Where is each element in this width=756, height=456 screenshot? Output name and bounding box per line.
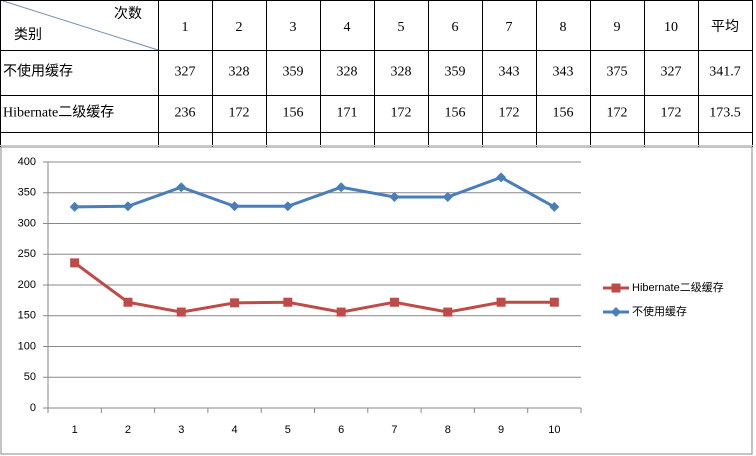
point — [123, 297, 133, 307]
cell: 173.5 — [709, 106, 741, 121]
column-header: 平均 — [711, 19, 739, 35]
x-tick-label: 9 — [498, 424, 504, 436]
column-header: 4 — [344, 20, 351, 35]
y-tick-label: 100 — [18, 340, 36, 352]
point — [122, 201, 133, 212]
column-header: 9 — [614, 20, 621, 35]
corner-bottom: 类别 — [14, 27, 42, 43]
x-tick-label: 10 — [548, 424, 560, 436]
y-tick-label: 350 — [18, 187, 36, 199]
point — [230, 298, 240, 308]
x-tick-label: 1 — [72, 424, 78, 436]
cell: 172 — [391, 106, 412, 121]
cell: 156 — [553, 106, 574, 121]
column-header: 6 — [452, 20, 459, 35]
column-header: 1 — [182, 20, 189, 35]
cell: 327 — [661, 65, 682, 80]
row-label: 不使用缓存 — [3, 63, 73, 80]
cell: 343 — [553, 65, 574, 80]
cell: 172 — [607, 106, 628, 121]
corner-top: 次数 — [114, 6, 142, 22]
cell: 171 — [337, 106, 358, 121]
legend-marker — [611, 283, 621, 293]
cell: 156 — [445, 106, 466, 121]
point — [176, 307, 186, 317]
x-tick-label: 5 — [285, 424, 291, 436]
y-tick-label: 50 — [24, 371, 36, 383]
column-header: 5 — [398, 20, 405, 35]
cell: 343 — [499, 65, 520, 80]
point — [443, 307, 453, 317]
y-tick-label: 250 — [18, 248, 36, 260]
x-tick-label: 7 — [391, 424, 397, 436]
cell: 236 — [175, 106, 196, 121]
point — [389, 297, 399, 307]
x-tick-label: 6 — [338, 424, 344, 436]
point — [69, 201, 80, 212]
point — [336, 307, 346, 317]
cell: 172 — [499, 106, 520, 121]
point — [176, 182, 187, 193]
row-label: Hibernate二级缓存 — [3, 105, 114, 121]
column-header: 7 — [506, 20, 513, 35]
cell: 172 — [661, 106, 682, 121]
x-tick-label: 3 — [178, 424, 184, 436]
cell: 327 — [175, 65, 196, 80]
point — [549, 297, 559, 307]
y-tick-label: 200 — [18, 279, 36, 291]
legend-label: Hibernate二级缓存 — [632, 280, 724, 294]
y-tick-label: 150 — [18, 310, 36, 322]
series-line — [73, 261, 555, 314]
point — [549, 201, 560, 212]
x-tick-label: 2 — [125, 424, 131, 436]
legend-marker — [611, 307, 621, 317]
cell: 341.7 — [709, 65, 741, 80]
series-line — [74, 175, 556, 209]
cell: 359 — [445, 65, 466, 80]
corner-diagonal — [0, 0, 159, 51]
cell: 375 — [607, 65, 628, 80]
cell: 328 — [391, 65, 412, 80]
point — [336, 182, 347, 193]
x-tick-label: 8 — [445, 424, 451, 436]
y-tick-label: 400 — [18, 156, 36, 168]
cell: 172 — [229, 106, 250, 121]
legend-label: 不使用缓存 — [632, 304, 687, 318]
column-header: 3 — [290, 20, 297, 35]
column-header: 2 — [236, 20, 243, 35]
chart: 0 50 100 150 200 250 300 350 400 1 2 3 4 5 6 7 8 9 10 Hiber… — [0, 146, 753, 455]
cell: 328 — [229, 65, 250, 80]
point — [70, 258, 80, 268]
point — [496, 297, 506, 307]
y-tick-label: 300 — [18, 217, 36, 229]
column-header: 8 — [560, 20, 567, 35]
point — [389, 192, 400, 203]
cell: 359 — [283, 65, 304, 80]
x-tick-label: 4 — [231, 424, 237, 436]
point — [229, 201, 240, 212]
column-header: 10 — [664, 20, 678, 35]
point — [442, 192, 453, 203]
y-tick-label: 0 — [30, 402, 36, 414]
cell: 156 — [283, 106, 304, 121]
cell: 328 — [337, 65, 358, 80]
point — [496, 172, 507, 183]
point — [282, 201, 293, 212]
point — [283, 297, 293, 307]
